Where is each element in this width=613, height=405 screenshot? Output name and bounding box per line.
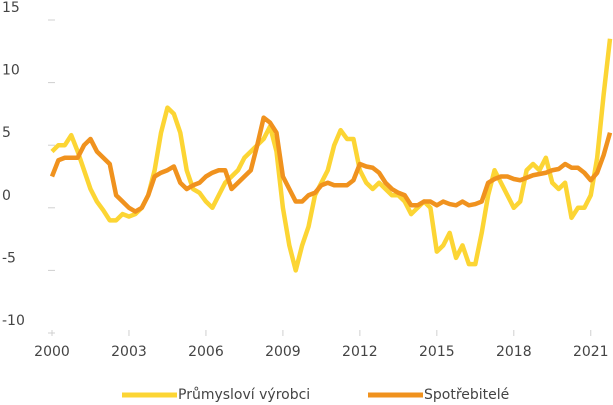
series-line — [50, 38, 613, 273]
x-tick-label: 2012 — [342, 344, 378, 360]
x-tick-label: 2000 — [34, 344, 70, 360]
legend-label: Spotřebitelé — [424, 387, 509, 403]
x-tick-label: 2003 — [111, 344, 147, 360]
y-tick-label: -5 — [2, 250, 16, 266]
y-tick-label: 10 — [2, 63, 20, 79]
x-tick-label: 2006 — [188, 344, 224, 360]
x-tick-label: 2021 — [573, 344, 609, 360]
y-tick-label: 15 — [2, 0, 20, 16]
y-tick-label: 5 — [2, 125, 11, 141]
series-line — [49, 115, 613, 214]
x-tick-label: 2018 — [496, 344, 532, 360]
legend-label: Průmysloví výrobci — [178, 387, 310, 403]
y-tick-label: 0 — [2, 188, 11, 204]
x-tick-label: 2009 — [265, 344, 301, 360]
x-tick-label: 2015 — [419, 344, 455, 360]
y-tick-label: -10 — [2, 313, 25, 329]
